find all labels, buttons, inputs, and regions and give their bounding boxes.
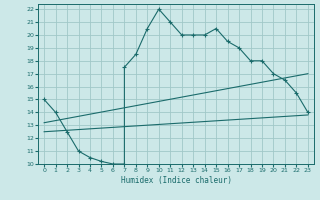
X-axis label: Humidex (Indice chaleur): Humidex (Indice chaleur) (121, 176, 231, 185)
